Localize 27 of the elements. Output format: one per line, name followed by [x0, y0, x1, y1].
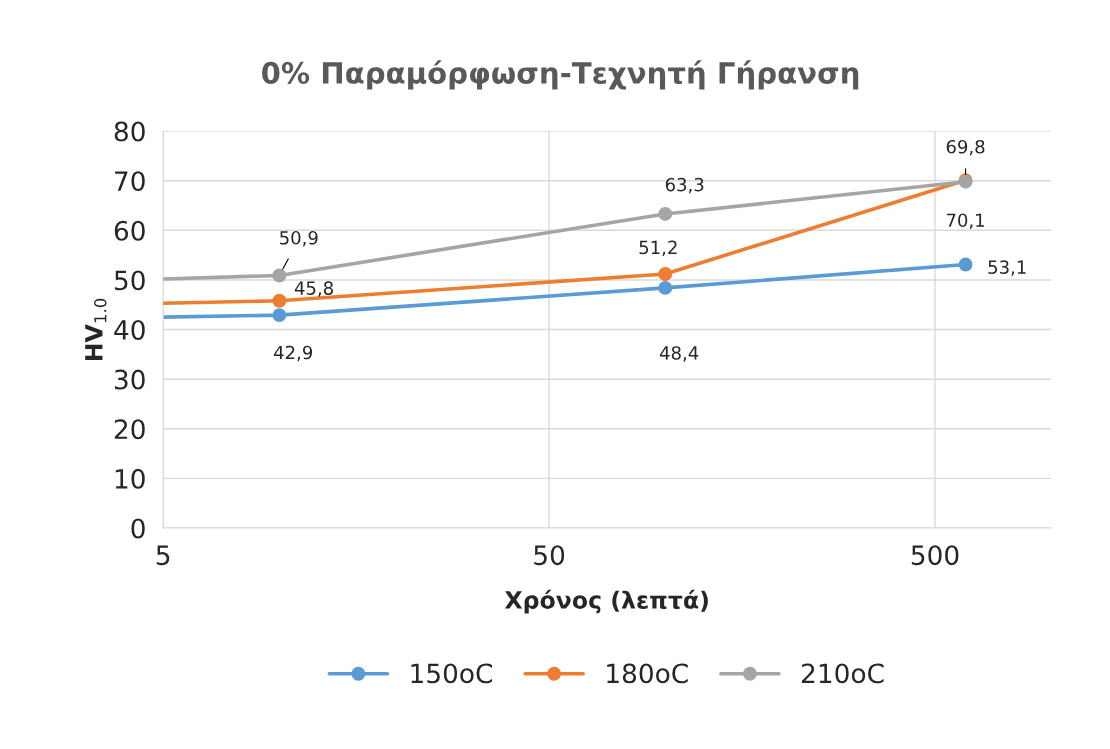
data-label: 45,8 — [294, 281, 333, 297]
y-tick-label: 30 — [114, 369, 145, 390]
legend-label: 210oC — [801, 663, 884, 684]
legend-label: 150oC — [411, 663, 493, 684]
data-label: 50,9 — [280, 230, 318, 247]
y-tick-label: 60 — [114, 220, 145, 241]
y-tick-label: 0 — [131, 518, 145, 539]
data-label: 48,4 — [659, 346, 699, 362]
data-label: 42,9 — [274, 345, 313, 362]
y-tick-label: 50 — [114, 270, 145, 291]
data-label: 63,3 — [665, 177, 704, 194]
y-tick-label: 20 — [114, 419, 145, 440]
legend-label: 180oC — [607, 663, 688, 684]
x-tick-label: 500 — [911, 545, 959, 566]
y-tick-label: 10 — [115, 468, 145, 489]
y-tick-label: 70 — [115, 171, 145, 192]
chart-title: 0% Παραμόρφωση-Τεχνητή Γήρανση — [262, 60, 859, 90]
data-label: 53,1 — [988, 260, 1026, 276]
data-label: 70,1 — [946, 213, 984, 229]
y-axis-title: HV$_{1.0}$ — [85, 298, 107, 361]
data-label: 51,2 — [639, 240, 677, 257]
y-tick-label: 80 — [114, 121, 145, 142]
y-tick-label: 40 — [114, 320, 145, 340]
data-label: 69,8 — [946, 139, 985, 156]
x-axis-title: Χρόνος (λεπτά) — [504, 589, 708, 614]
x-tick-label: 50 — [534, 545, 565, 566]
x-tick-label: 5 — [156, 545, 170, 566]
